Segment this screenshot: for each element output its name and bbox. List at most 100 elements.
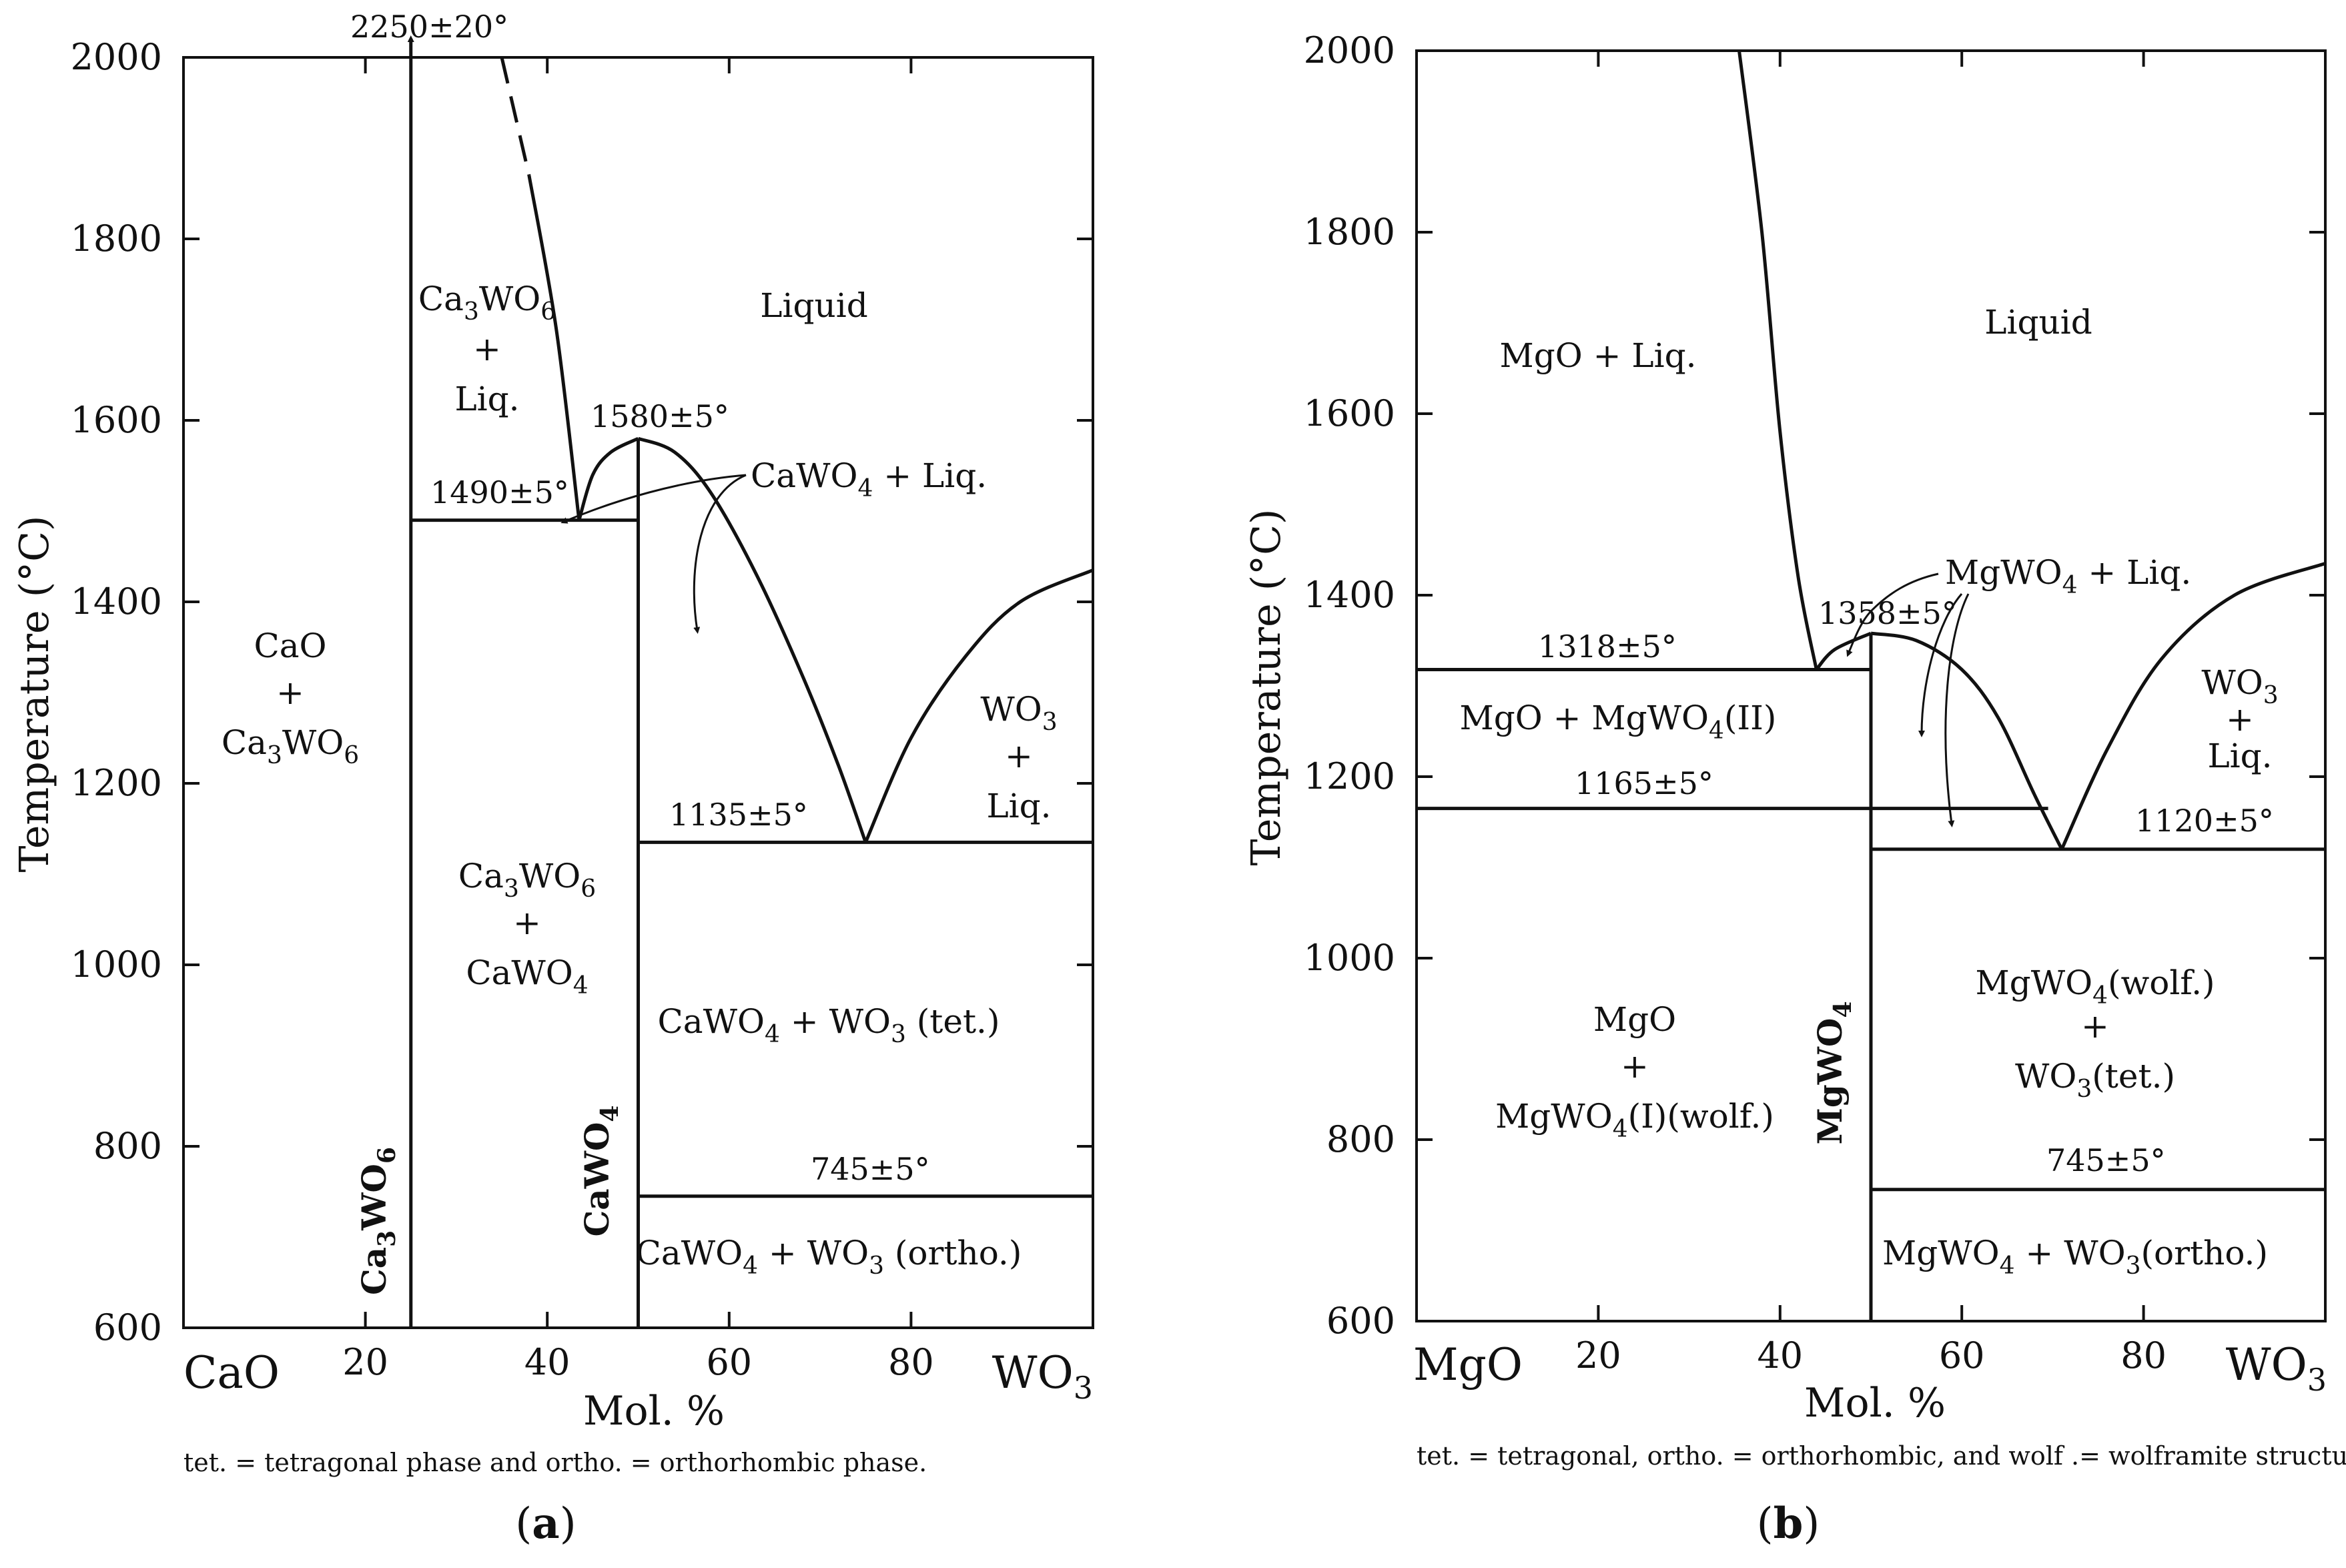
svg-text:Ca3WO6: Ca3WO6 (458, 857, 596, 903)
x-tick-label-a: 80 (888, 1341, 934, 1383)
temp-1580-label: 1580±5° (591, 398, 729, 434)
svg-text:+: + (1621, 1047, 1649, 1086)
y-tick-label-a: 1600 (71, 399, 162, 441)
y-tick-label-b: 1800 (1304, 211, 1395, 253)
phase-diagram-a: 600 800 1000 1200 1400 1600 1800 2000 20 40 60 80 T… (11, 9, 1094, 1549)
svg-text:Liq.: Liq. (454, 380, 519, 418)
x-tick-label-a: 40 (524, 1341, 570, 1383)
temp-2250-label: 2250±20° (350, 9, 508, 45)
region-ca3wo6-cawo4: Ca3WO6 + CaWO4 (458, 857, 596, 1000)
x-end-right-a: WO3 (992, 1347, 1093, 1406)
svg-text:Liq.: Liq. (986, 787, 1051, 825)
y-tick-label-a: 800 (93, 1125, 162, 1167)
region-wo3-liq-a: WO3 + Liq. (980, 690, 1057, 825)
x-end-left-a: CaO (183, 1347, 280, 1399)
svg-text:+: + (1005, 737, 1033, 775)
phase-boundaries-a (407, 35, 1094, 1328)
boundary-b-liquidus-mgo (1737, 50, 1818, 670)
svg-text:+: + (276, 673, 304, 712)
svg-text:CaWO4: CaWO4 (466, 953, 588, 1000)
compound-label-ca3wo6: Ca3WO6 (354, 1147, 401, 1295)
y-tick-label-b: 1400 (1304, 574, 1395, 616)
panel-label-a: (a) (515, 1499, 576, 1549)
x-axis-title-b: Mol. % (1804, 1380, 1946, 1427)
y-tick-label-a: 1400 (71, 580, 162, 623)
y-axis-title-b: Temperature (°C) (1243, 509, 1290, 866)
temp-745-label-b: 745±5° (2046, 1142, 2166, 1178)
phase-diagram-b: 600 800 1000 1200 1400 1600 1800 2000 20 40 60 80 T… (1243, 29, 2346, 1549)
phase-boundaries-b (1417, 50, 2326, 1321)
temp-1318-label: 1318±5° (1538, 629, 1677, 665)
region-cawo4-wo3-tet: CaWO4 + WO3 (tet.) (658, 1002, 1000, 1048)
temp-745-label: 745±5° (811, 1151, 930, 1187)
panel-label-b: (b) (1757, 1499, 1820, 1549)
region-mgwo4-liq: MgWO4 + Liq. (1945, 553, 2191, 599)
region-mgwo4-wo3-tet: MgWO4(wolf.) + WO3(tet.) (1975, 963, 2215, 1103)
svg-text:+: + (2226, 700, 2254, 739)
temp-1135-label: 1135±5° (669, 797, 808, 833)
y-tick-label-a: 1800 (71, 218, 162, 260)
boundary-a-liquidus-cawo4-left (577, 436, 639, 521)
x-tick-label-b: 60 (1939, 1334, 1985, 1377)
temp-1165-label: 1165±5° (1575, 765, 1713, 801)
pointer-arrows-b (1846, 572, 1970, 827)
svg-text:MgWO4(I)(wolf.): MgWO4(I)(wolf.) (1495, 1097, 1774, 1143)
temp-1358-label: 1358±5° (1818, 595, 1957, 631)
x-end-left-b: MgO (1413, 1339, 1523, 1391)
region-cawo4-liq: CaWO4 + Liq. (751, 456, 987, 502)
region-cao-ca3wo6: CaO + Ca3WO6 (222, 627, 359, 769)
boundary-a-liquidus-ca3wo6 (527, 175, 581, 520)
svg-text:MgWO4(wolf.): MgWO4(wolf.) (1975, 963, 2215, 1010)
compound-label-cawo4: CaWO4 (577, 1106, 624, 1237)
y-tick-label-b: 600 (1326, 1300, 1395, 1342)
svg-text:WO3(tet.): WO3(tet.) (2015, 1057, 2175, 1103)
region-wo3-liq-b: WO3 + Liq. (2201, 663, 2278, 775)
boundary-a-liquidus-wo3 (864, 568, 1094, 843)
y-tick-label-b: 1000 (1304, 937, 1395, 979)
x-tick-label-b: 20 (1575, 1334, 1621, 1377)
footnote-a: tet. = tetragonal phase and ortho. = ort… (183, 1448, 927, 1477)
region-liquid-a: Liquid (760, 286, 867, 325)
ticks-a: 600 800 1000 1200 1400 1600 1800 2000 20 40 60 80 (71, 36, 1093, 1383)
y-axis-title-a: Temperature (°C) (11, 516, 58, 873)
region-mgo-mgwo4-ii: MgO + MgWO4(II) (1460, 699, 1777, 745)
region-mgo-mgwo4-i: MgO + MgWO4(I)(wolf.) (1495, 1000, 1774, 1143)
boundary-b-liquidus-mgwo4-right (1870, 631, 2064, 850)
svg-text:+: + (2081, 1007, 2109, 1046)
boundary-b-liquidus-wo3 (2060, 562, 2326, 850)
x-tick-label-b: 80 (2120, 1334, 2167, 1377)
temp-1120-label: 1120±5° (2135, 803, 2274, 839)
y-tick-label-a: 2000 (71, 36, 162, 78)
y-tick-label-b: 1200 (1304, 755, 1395, 797)
svg-text:+: + (513, 903, 541, 942)
y-tick-label-a: 1000 (71, 943, 162, 986)
region-mgo-liq: MgO + Liq. (1500, 336, 1697, 375)
region-liquid-b: Liquid (1984, 303, 2092, 342)
y-tick-label-b: 800 (1326, 1118, 1395, 1160)
temp-1490-label: 1490±5° (430, 474, 569, 510)
boundary-b-liquidus-mgwo4-left (1815, 631, 1872, 671)
region-ca3wo6-liq: Ca3WO6 + Liq. (418, 280, 556, 418)
x-tick-label-a: 20 (342, 1341, 388, 1383)
x-tick-label-a: 60 (706, 1341, 752, 1383)
x-end-right-b: WO3 (2226, 1339, 2327, 1398)
x-tick-label-b: 40 (1757, 1334, 1803, 1377)
y-tick-label-b: 2000 (1304, 29, 1395, 71)
svg-text:+: + (473, 330, 501, 368)
svg-text:Liq.: Liq. (2207, 737, 2272, 775)
region-mgwo4-wo3-ortho: MgWO4 + WO3(ortho.) (1882, 1234, 2268, 1280)
footnote-b: tet. = tetragonal, ortho. = orthorhombic… (1417, 1441, 2346, 1471)
pointer-arrows-a (560, 474, 747, 634)
boundary-a-liquidus-cawo4-right (637, 436, 867, 843)
svg-text:WO3: WO3 (980, 690, 1057, 736)
svg-text:Ca3WO6: Ca3WO6 (418, 280, 556, 326)
y-tick-label-a: 1200 (71, 762, 162, 804)
y-tick-label-a: 600 (93, 1306, 162, 1348)
ticks-b: 600 800 1000 1200 1400 1600 1800 2000 20 40 60 80 (1304, 29, 2325, 1377)
x-axis-title-a: Mol. % (583, 1388, 725, 1435)
y-tick-label-b: 1600 (1304, 392, 1395, 434)
svg-text:MgO: MgO (1593, 1000, 1676, 1039)
svg-text:Ca3WO6: Ca3WO6 (222, 723, 359, 769)
region-cawo4-wo3-ortho: CaWO4 + WO3 (ortho.) (636, 1234, 1022, 1280)
